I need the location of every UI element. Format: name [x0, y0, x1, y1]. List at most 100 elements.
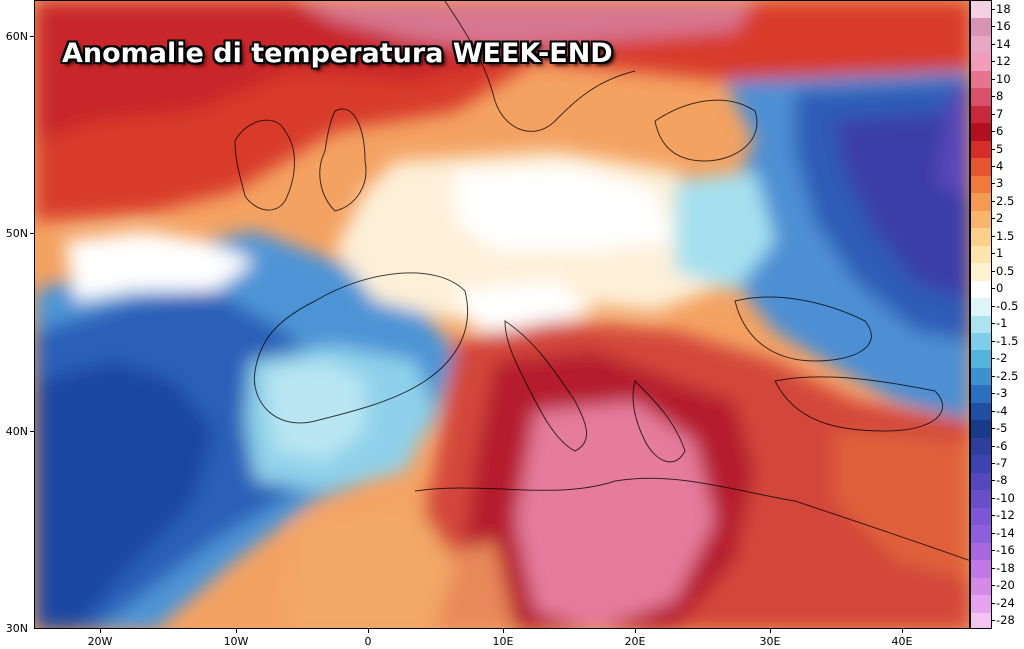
- colorbar-cell: [971, 123, 991, 142]
- colorbar-tick: [991, 218, 995, 220]
- colorbar-label: 12: [996, 54, 1011, 69]
- colorbar-label: 18: [996, 1, 1011, 16]
- colorbar-tick: [991, 288, 995, 290]
- colorbar-label: -4: [996, 403, 1008, 418]
- lat-tick: [30, 233, 34, 234]
- lat-tick: [30, 431, 34, 432]
- colorbar-tick: [991, 305, 995, 307]
- colorbar-label: 14: [996, 36, 1011, 51]
- lon-tick: [635, 629, 636, 633]
- lon-label-10e: 10E: [492, 635, 514, 648]
- lat-tick: [30, 36, 34, 37]
- colorbar-label: 10: [996, 71, 1011, 86]
- colorbar-cell: [971, 402, 991, 421]
- colorbar-cell: [971, 1, 991, 20]
- colorbar-tick: [991, 148, 995, 150]
- colorbar-label: -5: [996, 421, 1008, 436]
- colorbar-cell: [971, 577, 991, 596]
- colorbar-cell: [971, 560, 991, 579]
- colorbar-tick: [991, 497, 995, 499]
- colorbar-label: -14: [996, 525, 1015, 540]
- colorbar-label: 2: [996, 211, 1004, 226]
- colorbar-tick: [991, 567, 995, 569]
- colorbar-cell: [971, 437, 991, 456]
- colorbar-label: 1: [996, 246, 1004, 261]
- colorbar-cell: [971, 280, 991, 299]
- colorbar-tick: [991, 393, 995, 395]
- map-title: Anomalie di temperatura WEEK-END: [62, 38, 613, 69]
- colorbar: [970, 0, 992, 629]
- colorbar-label: -1.5: [996, 333, 1019, 348]
- colorbar-tick: [991, 61, 995, 63]
- colorbar-tick: [991, 358, 995, 360]
- colorbar-cell: [971, 367, 991, 386]
- lon-tick: [236, 629, 237, 633]
- colorbar-cell: [971, 88, 991, 107]
- colorbar-cell: [971, 175, 991, 194]
- lon-label-0: 0: [364, 635, 372, 648]
- colorbar-tick: [991, 620, 995, 622]
- colorbar-tick: [991, 428, 995, 430]
- lon-label-20w: 20W: [87, 635, 113, 648]
- lon-tick: [100, 629, 101, 633]
- colorbar-cell: [971, 315, 991, 334]
- lon-tick: [503, 629, 504, 633]
- colorbar-cell: [971, 332, 991, 352]
- colorbar-cell: [971, 490, 991, 509]
- colorbar-label: 7: [996, 106, 1004, 121]
- colorbar-tick: [991, 445, 995, 447]
- colorbar-tick: [991, 200, 995, 202]
- lat-label-60n: 60N: [5, 30, 28, 43]
- colorbar-label: -24: [996, 595, 1015, 610]
- colorbar-tick: [991, 515, 995, 517]
- map-frame: [34, 0, 970, 629]
- colorbar-label: 0: [996, 281, 1004, 296]
- colorbar-tick: [991, 270, 995, 272]
- colorbar-tick: [991, 375, 995, 377]
- colorbar-tick: [991, 410, 995, 412]
- lon-label-40e: 40E: [891, 635, 913, 648]
- colorbar-cell: [971, 210, 991, 229]
- colorbar-tick: [991, 532, 995, 534]
- lat-label-50n: 50N: [5, 227, 28, 240]
- colorbar-cell: [971, 158, 991, 177]
- colorbar-cell: [971, 245, 991, 264]
- colorbar-label: -6: [996, 438, 1008, 453]
- lon-label-30e: 30E: [759, 635, 781, 648]
- colorbar-label: -18: [996, 560, 1015, 575]
- colorbar-cell: [971, 263, 991, 282]
- colorbar-cell: [971, 595, 991, 614]
- colorbar-label: -10: [996, 490, 1015, 505]
- colorbar-label: 6: [996, 124, 1004, 139]
- colorbar-tick: [991, 113, 995, 115]
- colorbar-label: -2.5: [996, 368, 1019, 383]
- colorbar-label: -7: [996, 456, 1008, 470]
- lon-tick: [368, 629, 369, 633]
- colorbar-tick: [991, 340, 995, 342]
- colorbar-tick: [991, 323, 995, 325]
- colorbar-cell: [971, 298, 991, 317]
- colorbar-label: 2.5: [996, 193, 1015, 208]
- colorbar-tick: [991, 165, 995, 167]
- colorbar-tick: [991, 8, 995, 10]
- colorbar-label: -20: [996, 578, 1015, 593]
- colorbar-label: 8: [996, 89, 1004, 104]
- colorbar-label: -12: [996, 508, 1015, 523]
- colorbar-cell: [971, 420, 991, 439]
- colorbar-label: 16: [996, 19, 1011, 34]
- colorbar-label: -3: [996, 386, 1008, 401]
- lon-tick: [902, 629, 903, 633]
- colorbar-tick: [991, 183, 995, 185]
- colorbar-label: -16: [996, 543, 1015, 558]
- colorbar-tick: [991, 602, 995, 604]
- colorbar-label: -1: [996, 316, 1008, 331]
- colorbar-cell: [971, 228, 991, 247]
- colorbar-label: -2: [996, 351, 1008, 366]
- lat-label-40n: 40N: [5, 425, 28, 438]
- colorbar-tick: [991, 26, 995, 28]
- colorbar-tick: [991, 235, 995, 237]
- colorbar-cell: [971, 542, 991, 561]
- colorbar-cell: [971, 53, 991, 72]
- colorbar-tick: [991, 480, 995, 482]
- colorbar-cell: [971, 105, 991, 124]
